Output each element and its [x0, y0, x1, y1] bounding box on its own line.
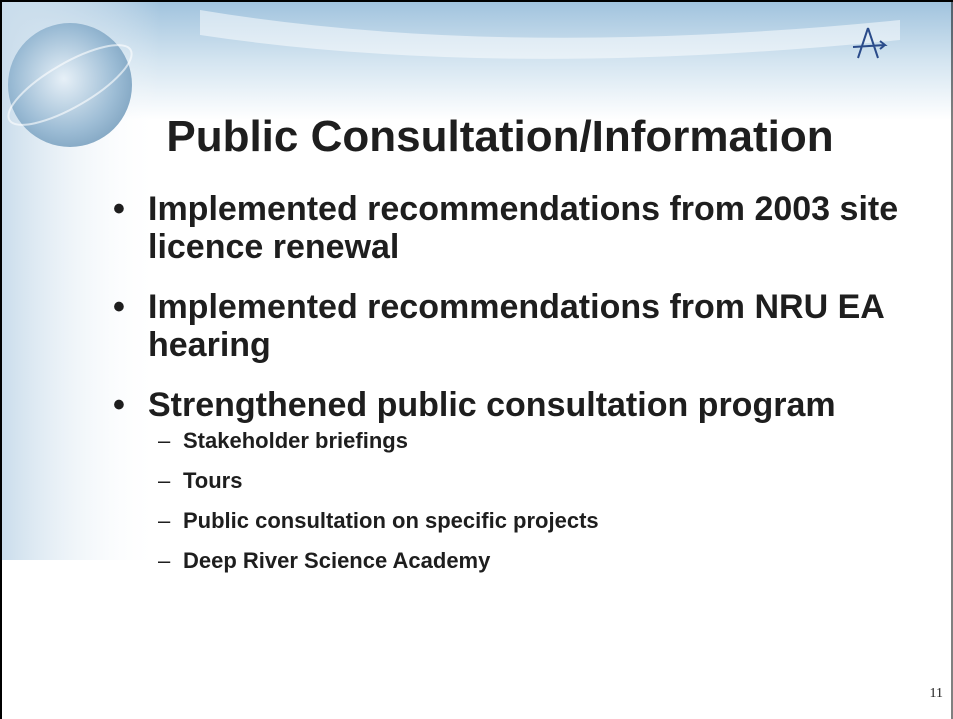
slide: Public Consultation/Information • Impleme… [0, 0, 953, 719]
sub-bullet-list: –Stakeholder briefings–Tours–Public cons… [148, 428, 938, 574]
sub-bullet-marker: – [158, 468, 170, 494]
bullet: • Implemented recommendations from NRU EA… [113, 288, 938, 364]
sub-bullet: –Deep River Science Academy [143, 548, 938, 574]
sub-bullet-text: Tours [183, 468, 242, 493]
sub-bullet-marker: – [158, 428, 170, 454]
bullet-marker: • [113, 386, 125, 424]
bullet: • Strengthened public consultation progra… [113, 386, 938, 574]
sub-bullet: –Tours [143, 468, 938, 494]
slide-title: Public Consultation/Information [0, 112, 953, 162]
sub-bullet: –Stakeholder briefings [143, 428, 938, 454]
sub-bullet-text: Deep River Science Academy [183, 548, 490, 573]
bullet-list: • Implemented recommendations from 2003 s… [113, 190, 933, 596]
bullet-text: Strengthened public consultation program [148, 386, 836, 424]
sub-bullet-marker: – [158, 508, 170, 534]
bullet-marker: • [113, 190, 125, 228]
sub-bullet-text: Stakeholder briefings [183, 428, 408, 453]
page-number: 11 [930, 686, 943, 702]
bullet-text: Implemented recommendations from NRU EA … [148, 288, 884, 364]
sub-bullet: –Public consultation on specific project… [143, 508, 938, 534]
bullet-marker: • [113, 288, 125, 326]
sub-bullet-text: Public consultation on specific projects [183, 508, 599, 533]
bullet-text: Implemented recommendations from 2003 si… [148, 190, 898, 266]
sub-bullet-marker: – [158, 548, 170, 574]
bullet: • Implemented recommendations from 2003 s… [113, 190, 938, 266]
